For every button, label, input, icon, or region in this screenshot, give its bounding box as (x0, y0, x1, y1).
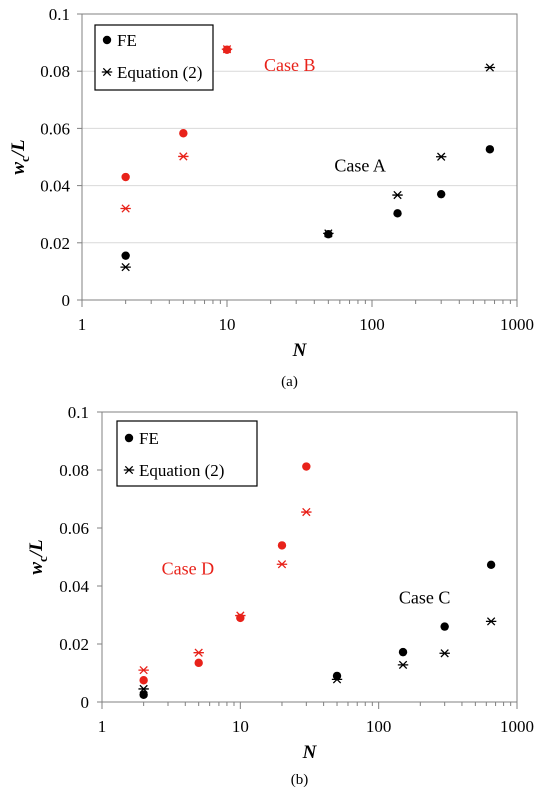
data-point-dot (302, 462, 311, 471)
y-tick-label: 0.04 (59, 577, 89, 596)
series-case-a-dot (121, 145, 495, 260)
chart-panel-a: 0 0.02 0.04 0.06 0.08 0.1 1 10 100 1000 Nwc/L Case … (8, 5, 534, 390)
y-tick-label: 0.02 (59, 635, 89, 654)
x-axis-title: N (292, 340, 308, 361)
data-point-dot (139, 676, 148, 685)
legend-marker-star (123, 465, 135, 475)
data-point-star (323, 229, 334, 238)
data-point-star (120, 262, 131, 272)
data-point-dot (398, 647, 408, 657)
legend-marker-star (101, 67, 113, 77)
plot-frame (101, 411, 518, 703)
legend-box (94, 24, 214, 91)
series-case-c-star (138, 617, 497, 694)
series-case-d-dot (139, 462, 311, 685)
data-point-dot (121, 172, 130, 182)
data-point-star (193, 648, 204, 657)
data-point-star (392, 190, 403, 200)
y-tick-label: 0.1 (49, 5, 70, 24)
data-point-dot (277, 541, 287, 550)
x-axis-title: N (302, 742, 318, 763)
data-point-star (221, 45, 233, 54)
legend-marker-dot (124, 433, 134, 443)
panel-caption: (b) (291, 772, 309, 788)
annotation-case-c: Case C (399, 587, 451, 607)
x-tick-label: 10 (219, 315, 236, 334)
y-axis-title: wc/L (26, 539, 50, 574)
annotation-case-a: Case A (334, 155, 386, 175)
y-tick-label: 0.02 (40, 234, 70, 253)
data-point-star (120, 204, 131, 213)
legend-label: Equation (2) (139, 461, 224, 480)
y-axis-title: wc/L (8, 139, 32, 174)
panel-caption: (a) (281, 374, 298, 390)
data-point-star (276, 560, 288, 569)
chart-panel-b: 0 0.02 0.04 0.06 0.08 0.1 1 10 100 1000 Nwc/L Case … (26, 403, 534, 788)
x-tick-label: 1 (78, 315, 87, 334)
y-tick-label: 0.1 (68, 403, 89, 422)
y-tick-label: 0.08 (59, 461, 89, 480)
data-point-dot (485, 145, 495, 154)
data-point-star (439, 649, 450, 658)
legend: FE Equation (2) (116, 420, 258, 487)
series-case-b-star (120, 45, 233, 213)
x-tick-label: 10 (232, 717, 249, 736)
legend-marker-dot (102, 35, 112, 45)
legend: FE Equation (2) (94, 24, 214, 91)
series-case-a-star (120, 63, 496, 272)
data-point-dot (440, 622, 449, 631)
data-point-dot (393, 209, 402, 218)
y-tick-label: 0.06 (40, 119, 70, 138)
x-tick-label: 1000 (500, 717, 534, 736)
x-tick-label: 100 (366, 717, 392, 736)
x-tick-label: 100 (359, 315, 385, 334)
data-point-dot (179, 129, 188, 138)
data-point-star (235, 611, 246, 620)
data-point-dot (486, 560, 496, 570)
data-point-dot (436, 189, 446, 199)
data-point-star (301, 507, 312, 517)
y-tick-label: 0 (62, 291, 71, 310)
series-case-c-dot (139, 560, 496, 699)
data-point-star (331, 675, 343, 684)
data-point-star (138, 684, 149, 694)
x-tick-label: 1000 (500, 315, 534, 334)
legend-label: FE (139, 429, 159, 448)
y-tick-label: 0.04 (40, 177, 70, 196)
y-tick-label: 0 (81, 693, 90, 712)
legend-box (116, 420, 258, 487)
data-point-star (397, 660, 409, 670)
data-point-star (435, 152, 447, 161)
series-case-d-star (138, 507, 312, 675)
plot-frame (81, 13, 518, 301)
y-tick-label: 0.08 (40, 62, 70, 81)
data-point-star (485, 617, 497, 626)
data-point-star (138, 665, 149, 675)
data-point-star (484, 63, 496, 72)
data-point-dot (139, 690, 148, 699)
x-tick-label: 1 (98, 717, 107, 736)
y-tick-label: 0.06 (59, 519, 89, 538)
data-point-dot (121, 251, 130, 260)
data-point-star (178, 152, 189, 161)
annotation-case-b: Case B (264, 55, 316, 75)
legend-label: Equation (2) (117, 63, 202, 82)
annotation-case-d: Case D (162, 558, 215, 578)
legend-label: FE (117, 31, 137, 50)
data-point-dot (194, 658, 203, 668)
